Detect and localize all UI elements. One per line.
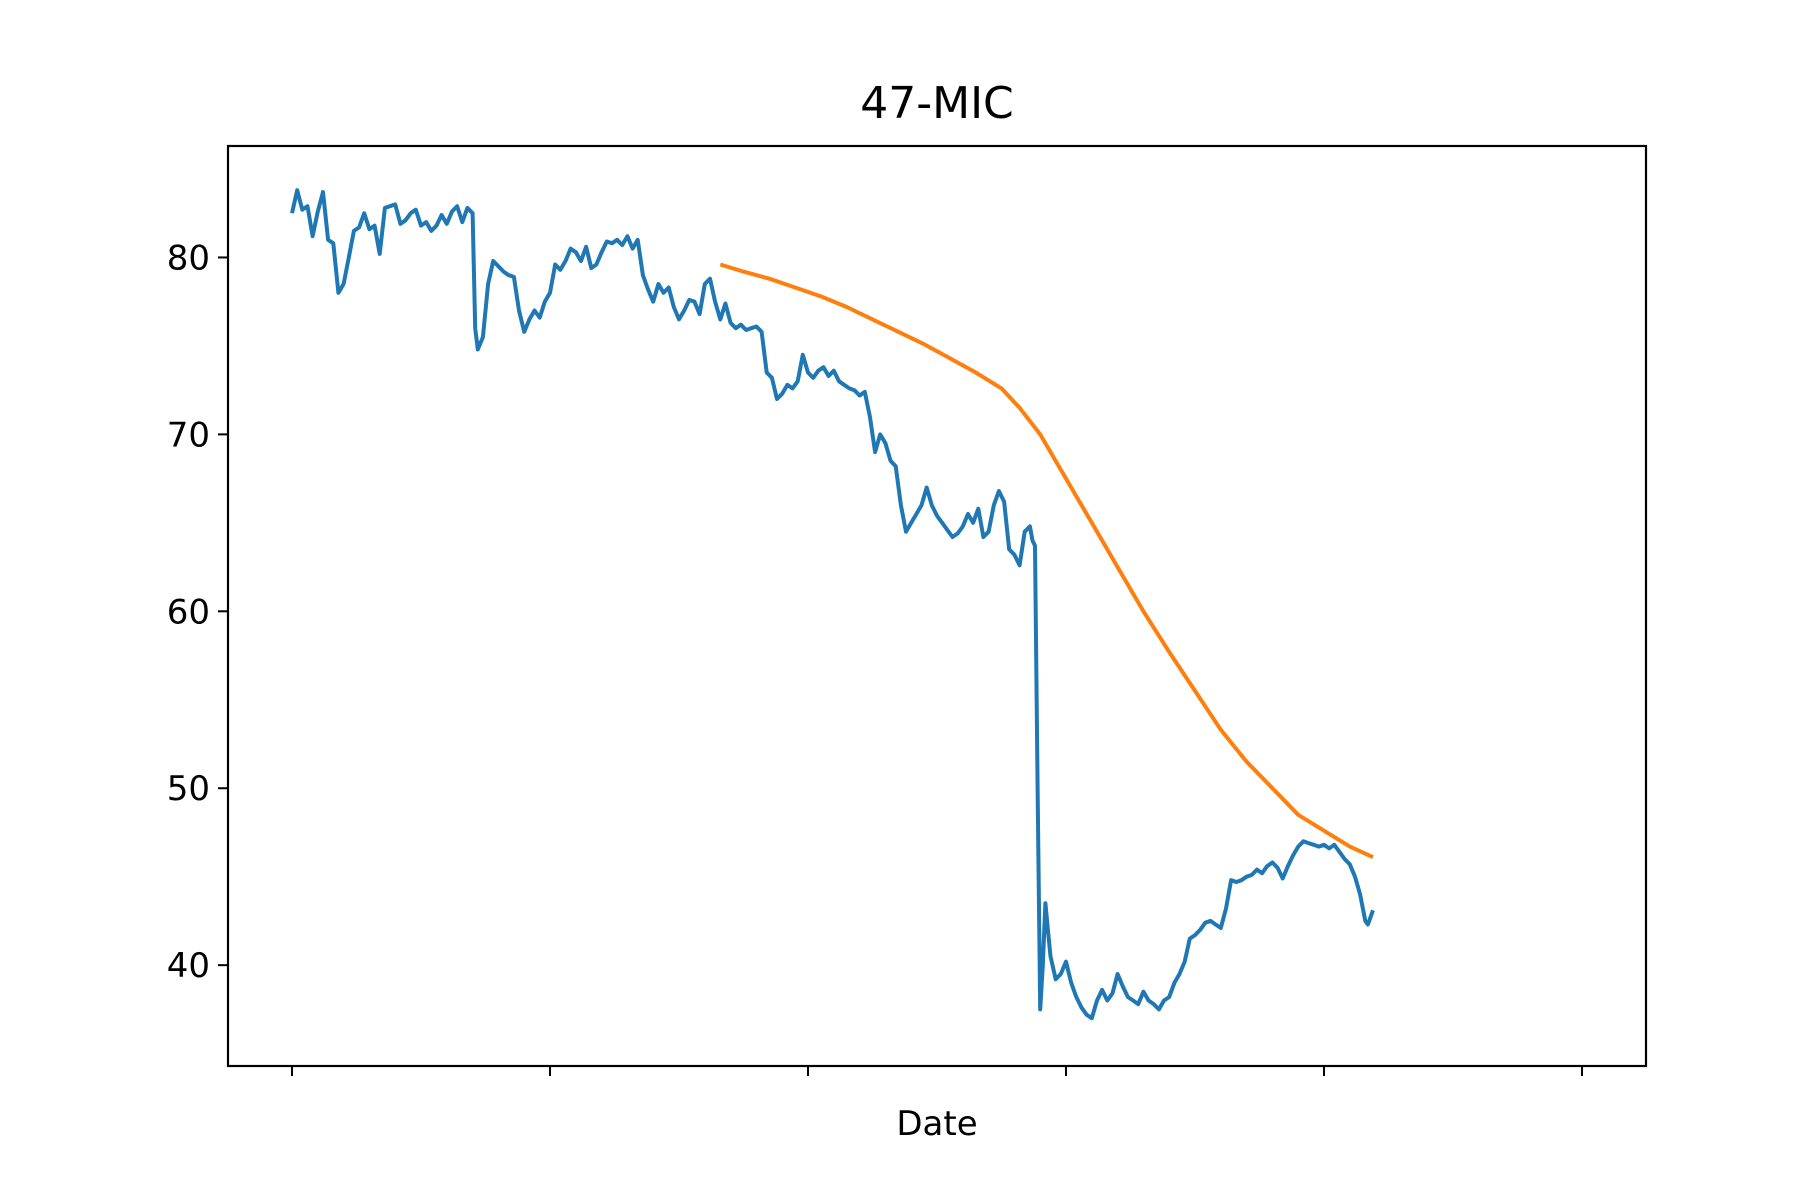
series-1-line [290,188,1375,1021]
y-tick-label: 80 [167,238,210,278]
y-axis: 40 50 60 70 80 [167,238,228,986]
y-tick-label: 70 [167,415,210,455]
axes-frame [226,144,1648,1068]
y-tick-label: 40 [167,946,210,986]
plot-area [290,188,1375,1021]
x-axis [291,1066,1583,1076]
y-tick-label: 50 [167,769,210,809]
series-2-line [719,262,1374,860]
x-axis-label: Date [896,1104,977,1144]
y-tick-label: 60 [167,592,210,632]
chart-title: 47-MIC [860,78,1014,129]
